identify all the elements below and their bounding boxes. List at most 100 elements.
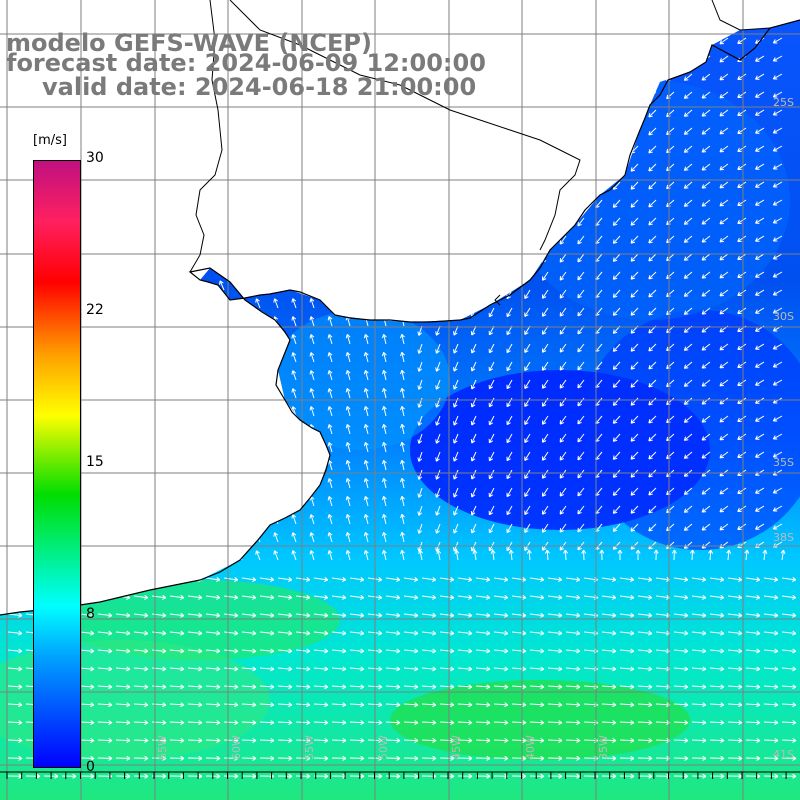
wind-arrow	[511, 577, 527, 582]
wind-arrow	[241, 737, 257, 743]
wind-arrow	[727, 630, 743, 636]
wind-arrow	[385, 577, 401, 582]
wind-arrow	[187, 702, 203, 708]
wind-arrow	[559, 289, 567, 299]
wind-arrow	[205, 648, 221, 654]
wind-arrow	[630, 523, 639, 532]
wind-arrow	[511, 737, 527, 743]
wind-arrow	[349, 577, 365, 582]
wind-arrow	[683, 235, 693, 243]
wind-arrow	[421, 666, 437, 672]
wind-arrow	[737, 109, 747, 117]
wind-arrow	[7, 666, 23, 672]
wind-arrow	[701, 199, 711, 207]
wind-arrow	[601, 720, 617, 726]
wind-arrow	[511, 630, 527, 636]
wind-arrow	[701, 289, 711, 297]
wind-arrow	[457, 702, 473, 708]
wind-arrow	[559, 415, 567, 425]
wind-arrow	[385, 648, 401, 654]
wind-arrow	[709, 577, 725, 582]
wind-arrow	[648, 361, 657, 370]
wind-arrow	[205, 737, 221, 743]
wind-arrow	[61, 773, 77, 779]
wind-arrow	[381, 549, 387, 561]
wind-arrow	[737, 163, 747, 171]
wind-arrow	[417, 325, 423, 336]
wind-arrow	[475, 630, 491, 636]
wind-arrow	[488, 451, 495, 462]
wind-arrow	[291, 514, 297, 525]
wind-arrow	[737, 379, 747, 387]
wind-arrow	[115, 773, 131, 779]
wind-arrow	[490, 549, 496, 561]
wind-arrow	[453, 379, 459, 390]
wind-arrow	[453, 361, 459, 372]
wind-arrow	[277, 612, 293, 618]
wind-arrow	[719, 199, 729, 207]
wind-arrow	[470, 469, 477, 480]
wind-arrow	[97, 684, 113, 690]
wind-arrow	[7, 684, 23, 690]
wind-arrow	[439, 612, 455, 618]
wind-arrow	[772, 361, 783, 368]
wind-arrow	[345, 424, 351, 435]
wind-arrow	[381, 387, 387, 399]
map-frame-ticks	[0, 771, 800, 779]
wind-arrow	[772, 91, 783, 98]
wind-arrow	[115, 612, 131, 618]
wind-arrow	[327, 406, 333, 417]
wind-arrow	[612, 469, 621, 478]
wind-arrow	[506, 343, 513, 354]
svg-text:40W: 40W	[524, 735, 537, 760]
wind-arrow	[619, 755, 635, 761]
wind-arrow	[291, 532, 297, 543]
wind-arrow	[470, 451, 477, 462]
wind-arrow	[187, 666, 203, 672]
wind-arrow	[457, 630, 473, 636]
wind-arrow	[381, 423, 387, 435]
wind-arrow	[363, 495, 369, 507]
wind-arrow	[453, 415, 459, 426]
wind-arrow	[223, 737, 239, 743]
wind-arrow	[763, 594, 779, 600]
wind-arrow	[291, 316, 297, 327]
wind-arrow	[475, 684, 491, 690]
wind-arrow	[577, 235, 585, 245]
wind-arrow	[309, 550, 315, 561]
wind-arrow	[630, 253, 639, 262]
wind-arrow	[529, 773, 545, 779]
lon-label-35w: 35W	[597, 735, 610, 760]
wind-arrow	[601, 666, 617, 672]
wind-arrow	[524, 505, 531, 515]
wind-arrow	[599, 549, 605, 561]
wind-arrow	[187, 630, 203, 636]
wind-arrow	[683, 505, 693, 513]
wind-arrow	[475, 577, 491, 582]
wind-arrow	[273, 550, 279, 561]
wind-arrow	[79, 755, 95, 761]
wind-arrow	[457, 648, 473, 654]
wind-arrow	[612, 451, 621, 460]
wind-arrow	[719, 361, 729, 369]
wind-arrow	[381, 405, 387, 417]
wind-arrow	[331, 720, 347, 726]
wind-arrow	[691, 702, 707, 708]
wind-arrow	[781, 737, 797, 743]
wind-arrow	[719, 415, 729, 423]
wind-arrow	[648, 343, 657, 352]
wind-arrow	[488, 523, 495, 534]
wind-arrow	[719, 307, 729, 315]
wind-arrow	[295, 594, 311, 600]
wind-arrow	[7, 702, 23, 708]
wind-arrow	[241, 594, 257, 600]
wind-arrow	[403, 666, 419, 672]
wind-arrow	[255, 550, 261, 561]
wind-arrow	[313, 612, 329, 618]
wind-arrow	[701, 253, 711, 261]
wind-arrow	[755, 415, 765, 422]
wind-arrow	[630, 469, 639, 478]
wind-arrow	[547, 684, 563, 690]
